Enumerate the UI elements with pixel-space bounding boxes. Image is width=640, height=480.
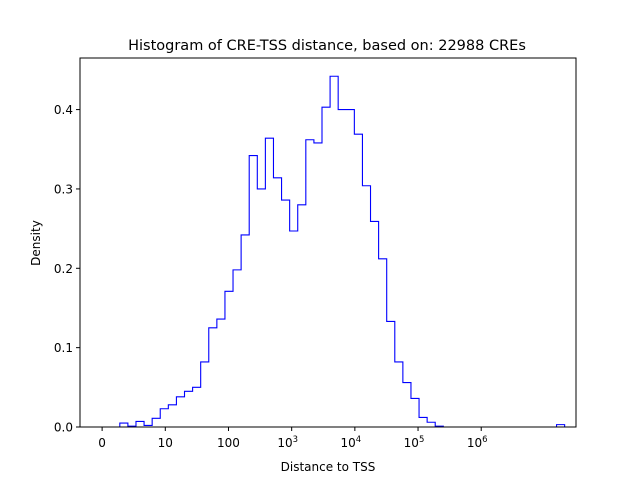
x-tick-label: 100	[217, 436, 240, 450]
x-tick-label: 103	[277, 435, 298, 450]
y-tick-label: 0.4	[54, 103, 73, 117]
axes-frame	[79, 57, 577, 428]
y-tick-label: 0.2	[54, 262, 73, 276]
x-tick-label: 10	[158, 436, 173, 450]
x-tick-label: 0	[98, 436, 106, 450]
x-tick-label: 104	[341, 435, 362, 450]
x-axis-label: Distance to TSS	[281, 460, 376, 474]
y-axis-ticks: 0.0 0.1 0.2 0.3 0.4	[54, 103, 80, 435]
chart-title: Histogram of CRE-TSS distance, based on:…	[128, 38, 526, 54]
y-tick-label: 0.0	[54, 421, 73, 435]
y-tick-label: 0.1	[54, 341, 73, 355]
y-axis-label: Density	[29, 220, 43, 266]
y-tick-label: 0.3	[54, 182, 73, 196]
x-tick-label: 105	[404, 435, 425, 450]
x-axis-ticks: 0 10 100 103 104 105 106	[98, 427, 488, 450]
x-tick-label: 106	[467, 435, 488, 450]
plot-area	[79, 57, 577, 428]
